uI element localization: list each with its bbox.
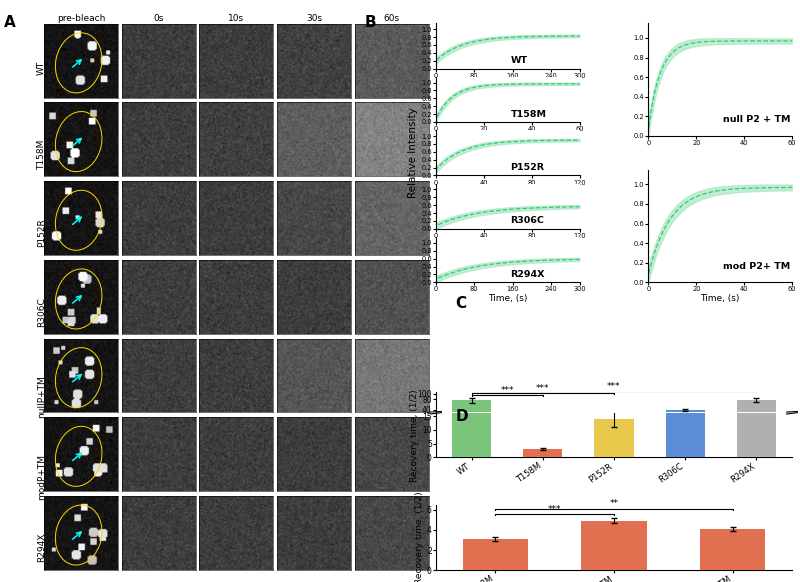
Bar [582, 521, 646, 570]
Text: ***: *** [607, 382, 621, 391]
Bar [594, 417, 634, 420]
Text: A: A [4, 15, 16, 30]
Y-axis label: R294X: R294X [37, 533, 46, 562]
Text: R306C: R306C [510, 217, 545, 225]
X-axis label: Time, (s): Time, (s) [701, 294, 740, 303]
Bar [737, 400, 776, 420]
Bar [737, 246, 776, 457]
Text: R294X: R294X [510, 270, 545, 279]
X-axis label: Time, (s): Time, (s) [488, 294, 527, 303]
Bar [700, 529, 766, 570]
Y-axis label: Recovery time, (1/2): Recovery time, (1/2) [410, 389, 419, 482]
Title: 30s: 30s [306, 14, 322, 23]
Text: T158M: T158M [510, 109, 546, 119]
Text: ***: *** [536, 384, 550, 393]
Text: **: ** [610, 499, 618, 509]
Text: null P2 + TM: null P2 + TM [723, 115, 790, 125]
Bar [594, 419, 634, 457]
Title: 60s: 60s [383, 14, 400, 23]
Text: mod P2+ TM: mod P2+ TM [723, 262, 790, 271]
Text: C: C [455, 296, 466, 311]
Y-axis label: R306C: R306C [37, 297, 46, 327]
Bar [462, 539, 528, 570]
Text: P152R: P152R [510, 163, 545, 172]
Y-axis label: nullP+TM: nullP+TM [37, 375, 46, 418]
Title: pre-bleach: pre-bleach [57, 14, 105, 23]
Bar [452, 400, 491, 420]
Y-axis label: T158M: T158M [37, 140, 46, 170]
Text: ***: *** [501, 386, 514, 395]
Y-axis label: WT: WT [37, 61, 46, 75]
Title: 10s: 10s [228, 14, 244, 23]
Y-axis label: P152R: P152R [37, 218, 46, 247]
Bar [666, 353, 705, 457]
Bar [523, 449, 562, 457]
Text: D: D [455, 409, 468, 424]
Y-axis label: modP+TM: modP+TM [37, 454, 46, 500]
Y-axis label: Relative Intensity: Relative Intensity [408, 108, 418, 198]
Bar [666, 410, 705, 420]
Bar [452, 251, 491, 457]
Text: ***: *** [548, 505, 562, 514]
Text: B: B [365, 15, 377, 30]
Text: WT: WT [510, 56, 528, 65]
Title: 0s: 0s [154, 14, 164, 23]
Y-axis label: Recovery time, (1/2): Recovery time, (1/2) [415, 491, 424, 582]
